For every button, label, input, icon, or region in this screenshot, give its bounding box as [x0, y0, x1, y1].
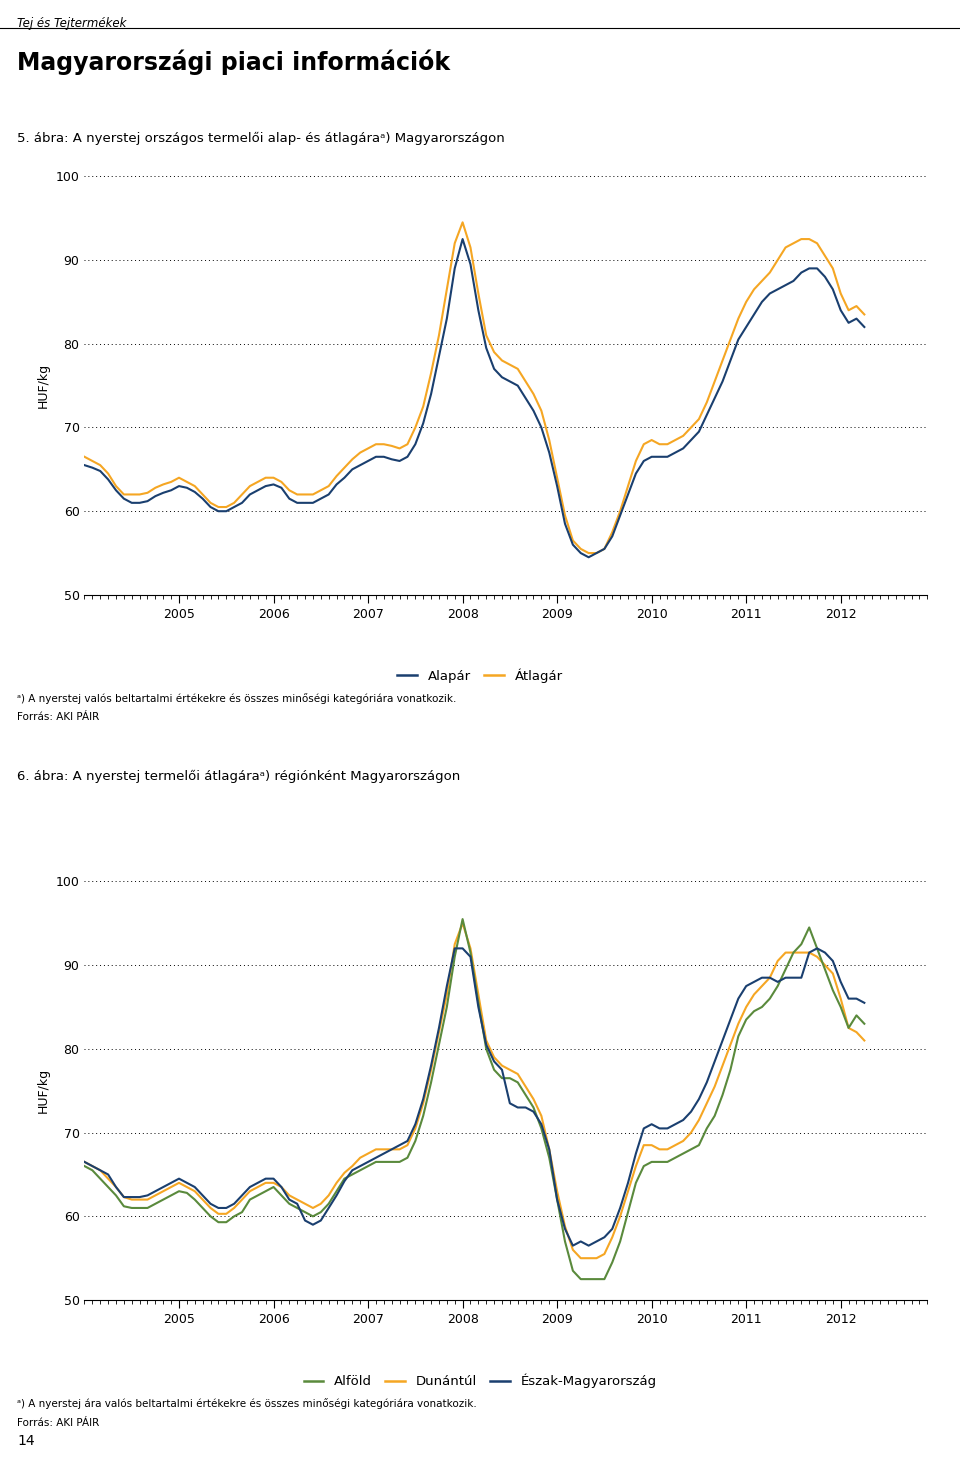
- Text: Magyarországi piaci információk: Magyarországi piaci információk: [17, 50, 450, 75]
- Y-axis label: HUF/kg: HUF/kg: [37, 363, 50, 408]
- Text: ᵃ) A nyerstej valós beltartalmi értékekre és összes minőségi kategóriára vonatko: ᵃ) A nyerstej valós beltartalmi értékekr…: [17, 693, 457, 704]
- Y-axis label: HUF/kg: HUF/kg: [37, 1068, 50, 1114]
- Legend: Alföld, Dunántúl, Észak-Magyarország: Alföld, Dunántúl, Észak-Magyarország: [299, 1368, 661, 1394]
- Text: 6. ábra: A nyerstej termelői átlagáraᵃ) régiónként Magyarországon: 6. ábra: A nyerstej termelői átlagáraᵃ) …: [17, 770, 461, 783]
- Text: 14: 14: [17, 1434, 35, 1448]
- Legend: Alapár, Átlagár: Alapár, Átlagár: [392, 663, 568, 689]
- Text: Forrás: AKI PÁIR: Forrás: AKI PÁIR: [17, 1418, 100, 1428]
- Text: Tej és Tejtermékek: Tej és Tejtermékek: [17, 16, 127, 29]
- Text: ᵃ) A nyerstej ára valós beltartalmi értékekre és összes minőségi kategóriára von: ᵃ) A nyerstej ára valós beltartalmi érté…: [17, 1398, 477, 1409]
- Text: Forrás: AKI PÁIR: Forrás: AKI PÁIR: [17, 712, 100, 723]
- Text: 5. ábra: A nyerstej országos termelői alap- és átlagáraᵃ) Magyarországon: 5. ábra: A nyerstej országos termelői al…: [17, 132, 505, 145]
